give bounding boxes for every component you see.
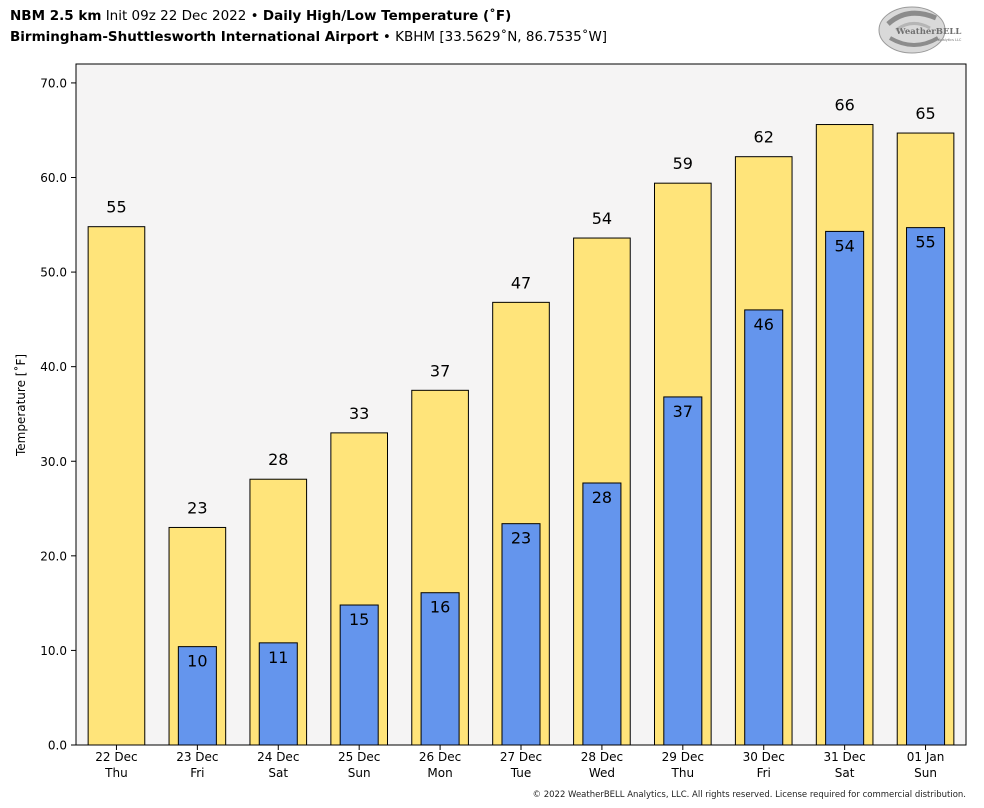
high-temp-label: 28 xyxy=(268,450,288,469)
low-temp-label: 46 xyxy=(754,315,774,334)
high-temp-label: 66 xyxy=(834,96,854,115)
bar-layer: 55 23 10 28 11 33 15 37 16 47 23 54 28 59 37 62 46 66 54 65… xyxy=(87,96,955,746)
x-tick-date-label: 27 Dec xyxy=(500,750,542,764)
x-tick-day-label: Thu xyxy=(104,766,128,780)
chart-header: NBM 2.5 km Init 09z 22 Dec 2022 • Daily … xyxy=(10,6,870,48)
header-line-2: Birmingham-Shuttlesworth International A… xyxy=(10,27,870,48)
x-tick-day-label: Wed xyxy=(589,766,615,780)
low-temp-bar xyxy=(177,646,217,746)
x-tick-date-label: 30 Dec xyxy=(743,750,785,764)
low-temp-bar xyxy=(744,309,784,746)
y-tick-label: 60.0 xyxy=(40,171,67,185)
high-temp-label: 47 xyxy=(511,273,531,292)
header-line-1: NBM 2.5 km Init 09z 22 Dec 2022 • Daily … xyxy=(10,6,870,27)
x-tick-day-label: Fri xyxy=(757,766,771,780)
low-temp-bar xyxy=(501,523,541,746)
weatherbell-logo: WeatherBELL Analytics LLC xyxy=(878,6,962,54)
y-axis: 0.0 10.0 20.0 30.0 40.0 50.0 60.0 70.0 xyxy=(40,76,76,753)
weatherbell-swirl-icon xyxy=(878,6,946,54)
low-temp-bar xyxy=(663,396,703,746)
x-tick-day-label: Sat xyxy=(268,766,288,780)
high-temp-label: 55 xyxy=(106,198,126,217)
low-temp-label: 55 xyxy=(915,233,935,252)
x-tick-date-label: 24 Dec xyxy=(257,750,299,764)
high-temp-label: 37 xyxy=(430,361,450,380)
x-tick-date-label: 22 Dec xyxy=(95,750,137,764)
station-name: Birmingham-Shuttlesworth International A… xyxy=(10,29,379,45)
y-tick-label: 0.0 xyxy=(48,739,67,753)
copyright-footer: © 2022 WeatherBELL Analytics, LLC. All r… xyxy=(532,790,966,800)
separator: • xyxy=(250,8,259,24)
low-temp-label: 10 xyxy=(187,652,207,671)
y-tick-label: 20.0 xyxy=(40,549,67,563)
low-temp-bar xyxy=(906,227,946,746)
logo-subtext: Analytics LLC xyxy=(938,38,962,42)
y-tick-label: 50.0 xyxy=(40,266,67,280)
x-tick-date-label: 31 Dec xyxy=(823,750,865,764)
low-temp-label: 23 xyxy=(511,529,531,548)
x-tick-day-label: Sun xyxy=(914,766,937,780)
x-tick-day-label: Sat xyxy=(835,766,855,780)
x-tick-date-label: 28 Dec xyxy=(581,750,623,764)
separator: • xyxy=(382,29,391,45)
x-tick-day-label: Tue xyxy=(510,766,532,780)
model-name: NBM 2.5 km xyxy=(10,8,102,24)
y-tick-label: 40.0 xyxy=(40,360,67,374)
high-temp-label: 23 xyxy=(187,498,207,517)
low-temp-label: 28 xyxy=(592,488,612,507)
low-temp-bar xyxy=(582,482,622,746)
x-tick-day-label: Fri xyxy=(190,766,204,780)
low-temp-bar xyxy=(825,230,865,746)
x-tick-day-label: Sun xyxy=(348,766,371,780)
x-tick-date-label: 23 Dec xyxy=(176,750,218,764)
x-tick-day-label: Mon xyxy=(427,766,452,780)
high-temp-label: 65 xyxy=(915,104,935,123)
low-temp-label: 37 xyxy=(673,402,693,421)
product-title: Daily High/Low Temperature (˚F) xyxy=(262,8,512,24)
station-info: KBHM [33.5629˚N, 86.7535˚W] xyxy=(395,29,608,45)
x-tick-date-label: 29 Dec xyxy=(662,750,704,764)
logo-text: WeatherBELL xyxy=(895,27,961,37)
x-tick-date-label: 26 Dec xyxy=(419,750,461,764)
y-tick-label: 70.0 xyxy=(40,76,67,90)
y-tick-label: 10.0 xyxy=(40,644,67,658)
low-temp-label: 54 xyxy=(834,236,854,255)
high-temp-label: 59 xyxy=(673,154,693,173)
y-axis-label: Temperature [˚F] xyxy=(13,354,28,457)
low-temp-bar xyxy=(420,592,460,746)
high-temp-label: 54 xyxy=(592,209,612,228)
low-temp-label: 11 xyxy=(268,648,288,667)
high-temp-label: 33 xyxy=(349,404,369,423)
x-axis: 22 Dec Thu 23 Dec Fri 24 Dec Sat 25 Dec Sun 26 D… xyxy=(95,745,944,780)
low-temp-label: 16 xyxy=(430,598,450,617)
init-time: Init 09z 22 Dec 2022 xyxy=(105,8,247,24)
x-tick-date-label: 25 Dec xyxy=(338,750,380,764)
low-temp-label: 15 xyxy=(349,610,369,629)
x-tick-day-label: Thu xyxy=(671,766,695,780)
high-temp-bar xyxy=(87,226,146,746)
x-tick-date-label: 01 Jan xyxy=(907,750,945,764)
high-temp-label: 62 xyxy=(754,128,774,147)
y-tick-label: 30.0 xyxy=(40,455,67,469)
